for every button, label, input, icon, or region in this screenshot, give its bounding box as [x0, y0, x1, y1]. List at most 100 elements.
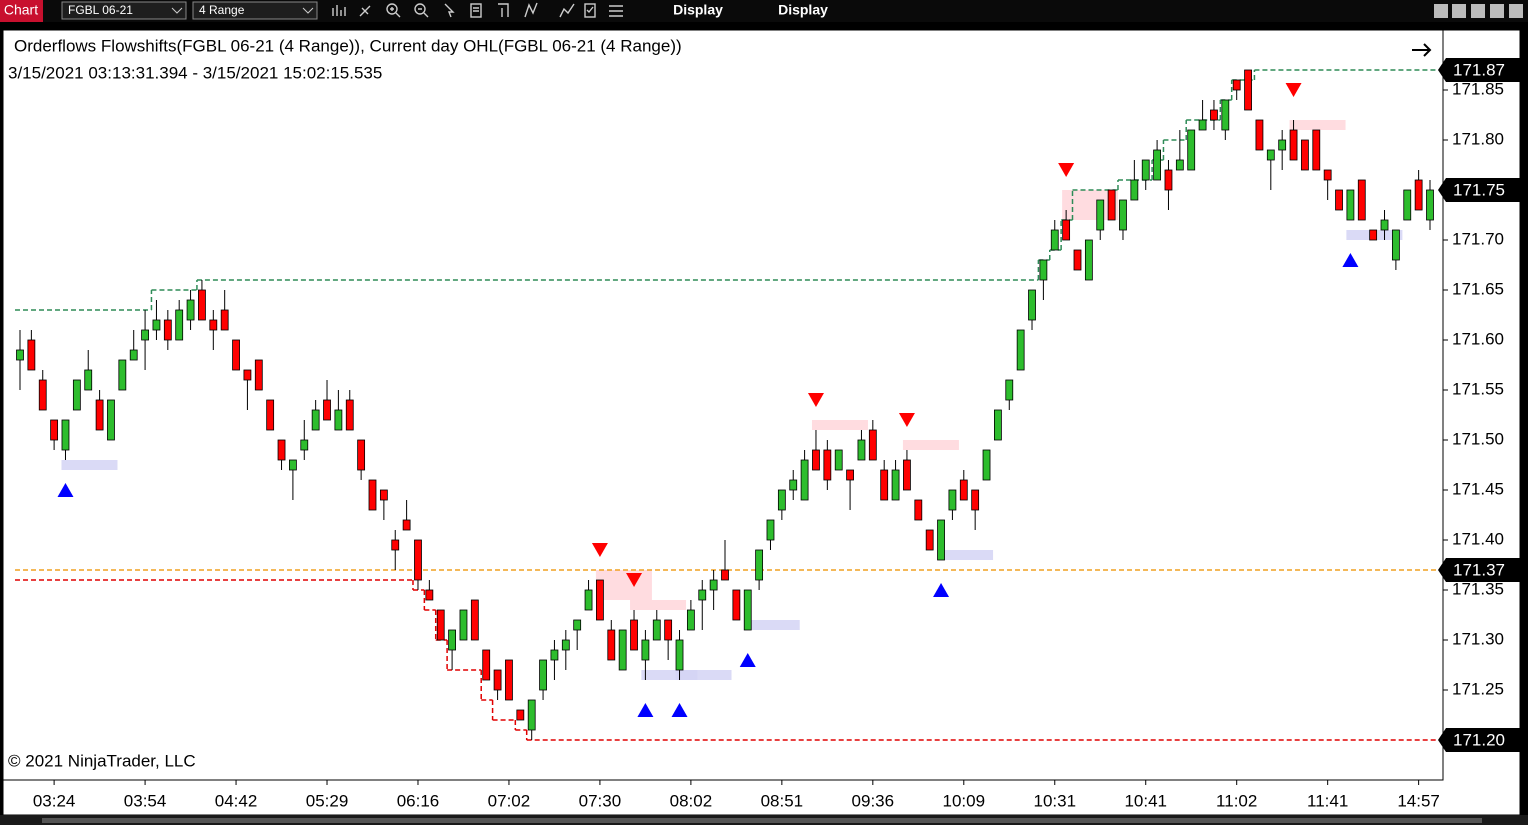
window-controls[interactable] [1434, 4, 1523, 18]
candle-body [1050, 229, 1059, 251]
candle-body [1357, 179, 1366, 221]
display-button[interactable]: Display [673, 2, 723, 18]
candle-body [755, 549, 764, 581]
candles [16, 69, 1434, 740]
candle-body [607, 629, 616, 661]
x-tick-label: 08:02 [670, 791, 713, 810]
candle-body [812, 449, 820, 471]
price-marker-label: 171.87 [1453, 60, 1505, 79]
candle-body [323, 399, 331, 421]
sell-signal [626, 573, 643, 587]
chart-tab[interactable] [0, 0, 43, 22]
scroll-arrow[interactable] [1412, 43, 1432, 57]
candle-body [857, 439, 866, 461]
candle-body [971, 489, 980, 511]
instrument-label[interactable]: FGBL 06-21 [68, 3, 133, 17]
candle-body [1175, 159, 1184, 171]
candle-body [16, 349, 24, 361]
window-button[interactable] [1452, 4, 1466, 18]
supply-zone [630, 600, 687, 610]
session-lines [15, 69, 1443, 741]
y-tick-label: 171.60 [1452, 329, 1504, 348]
candle-body [789, 479, 798, 491]
candle-body [1084, 239, 1093, 281]
x-tick-label: 09:36 [852, 791, 895, 810]
y-tick-label: 171.50 [1452, 429, 1504, 448]
candle-body [50, 419, 59, 441]
candle-body [1062, 219, 1071, 241]
y-tick-label: 171.35 [1452, 579, 1504, 598]
buy-signal [933, 583, 950, 597]
candle-body [141, 329, 149, 341]
candle-body [1369, 229, 1378, 241]
candle-body [289, 459, 297, 471]
supply-zone [1289, 120, 1346, 130]
window-button[interactable] [1471, 4, 1485, 18]
candle-body [834, 449, 843, 471]
x-tick-label: 05:29 [306, 791, 349, 810]
candle-body [641, 639, 650, 661]
x-tick-label: 11:02 [1216, 791, 1257, 810]
toolbar-icons[interactable] [332, 2, 623, 18]
sell-signal [807, 393, 824, 407]
supply-zone [595, 570, 652, 600]
demand-zone [743, 620, 800, 630]
demand-zone [937, 550, 994, 560]
buy-signal [1342, 253, 1359, 267]
x-tick-label: 10:41 [1124, 791, 1167, 810]
tab-label[interactable]: Chart [4, 2, 38, 18]
candle-body [277, 439, 286, 461]
candle-body [175, 309, 184, 341]
candle-body [61, 419, 70, 451]
instrument-select[interactable] [61, 1, 187, 20]
display-button[interactable]: Display [778, 2, 828, 18]
candle-body [266, 399, 275, 431]
candle-body [1005, 379, 1014, 401]
candle-body [1096, 199, 1105, 231]
candle-body [1380, 219, 1389, 231]
candle-body [1301, 139, 1309, 171]
candle-body [516, 709, 525, 721]
y-tick-label: 171.40 [1452, 529, 1504, 548]
chart-subtitle: 3/15/2021 03:13:31.394 - 3/15/2021 15:02… [8, 63, 382, 82]
candle-body [630, 619, 638, 651]
window-button[interactable] [1490, 4, 1504, 18]
candle-body [1153, 149, 1161, 181]
demand-zone [675, 670, 732, 680]
candle-body [1198, 119, 1207, 131]
y-tick-label: 171.30 [1452, 629, 1504, 648]
scrollbar-thumb[interactable] [42, 818, 1482, 823]
candle-body [1016, 329, 1025, 371]
period-select[interactable] [192, 1, 318, 20]
candle-body [743, 589, 752, 631]
candle-body [1107, 189, 1116, 221]
candle-body [527, 699, 536, 731]
candle-body [84, 369, 93, 391]
period-label[interactable]: 4 Range [199, 3, 245, 17]
candle-body [1323, 169, 1332, 181]
candle-body [209, 319, 218, 331]
chart-title: Orderflows Flowshifts(FGBL 06-21 (4 Rang… [14, 36, 682, 55]
sell-signal [591, 543, 608, 557]
window-button[interactable] [1434, 4, 1448, 18]
candle-body [391, 539, 400, 551]
candle-body [470, 599, 479, 641]
candle-body [1266, 149, 1275, 161]
x-tick-label: 06:16 [397, 791, 440, 810]
candle-body [686, 609, 695, 631]
candle-body [186, 299, 195, 321]
candle-body [368, 479, 377, 511]
buy-signal [739, 653, 756, 667]
candle-body [732, 589, 741, 621]
candle-body [482, 649, 491, 681]
candle-body [698, 589, 707, 601]
demand-zone [61, 460, 118, 470]
price-marker [1438, 728, 1520, 752]
candle-body [152, 319, 161, 331]
candle-body [800, 459, 809, 501]
candle-body [1039, 259, 1048, 281]
supply-zone [902, 440, 959, 450]
candle-body [107, 399, 115, 441]
window-button[interactable] [1509, 4, 1523, 18]
candle-body [994, 409, 1002, 441]
